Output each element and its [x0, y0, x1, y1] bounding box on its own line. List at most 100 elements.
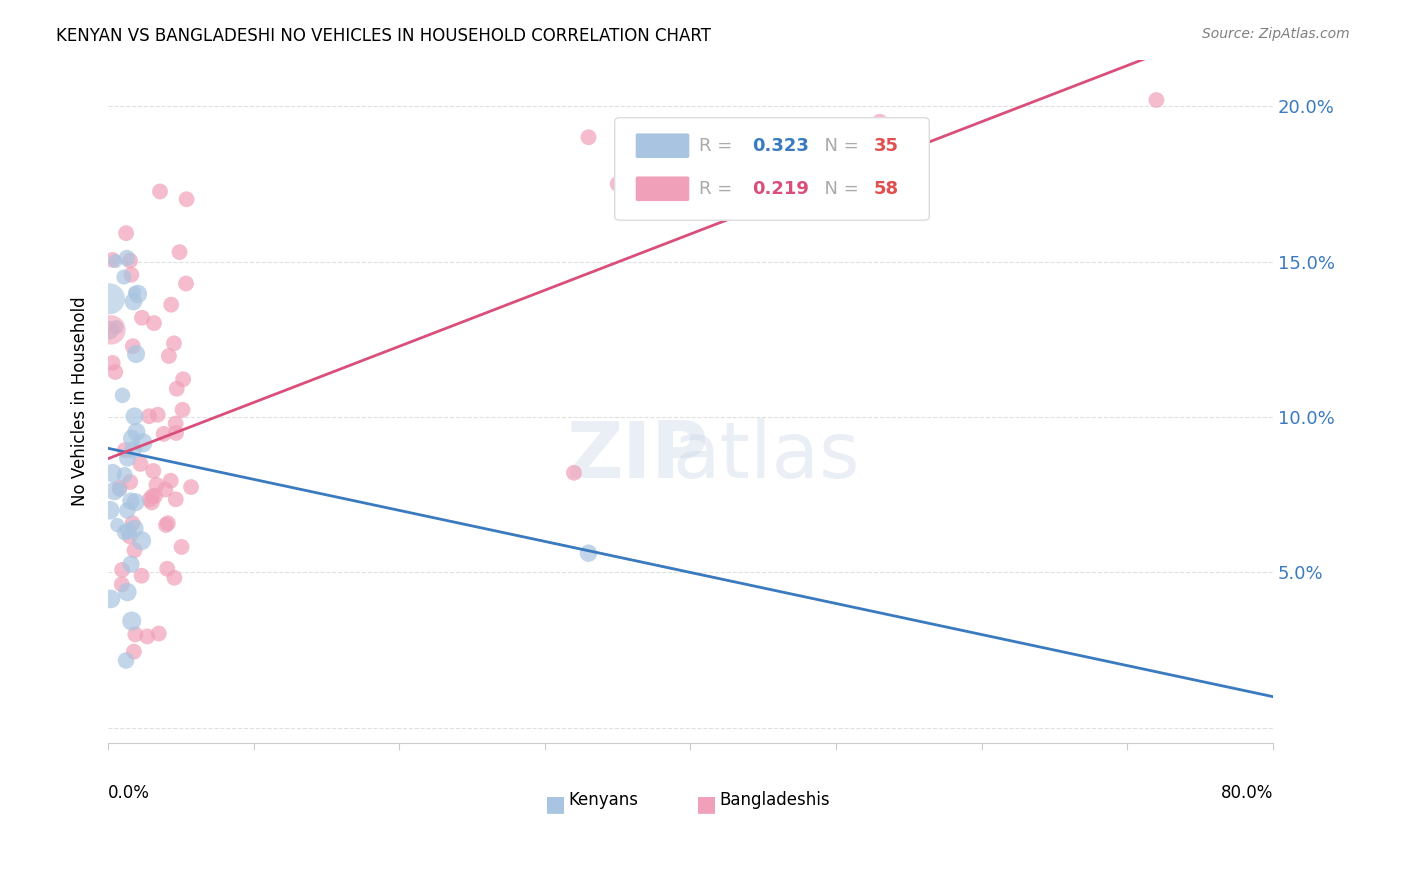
Point [122, 442, 145, 457]
Point [118, 529, 141, 543]
Point [145, 477, 167, 491]
Point [120, 268, 142, 282]
Point [869, 114, 891, 128]
Point [148, 626, 170, 640]
Point [562, 466, 585, 480]
Point [176, 192, 198, 206]
Point [180, 480, 202, 494]
Point [127, 287, 149, 301]
Point [124, 627, 146, 641]
Point [165, 417, 187, 431]
Text: Bangladeshis: Bangladeshis [720, 791, 830, 809]
Point [124, 543, 146, 558]
Point [141, 495, 163, 509]
Point [606, 177, 628, 191]
Point [111, 388, 134, 402]
Point [138, 492, 160, 507]
Text: Source: ZipAtlas.com: Source: ZipAtlas.com [1202, 27, 1350, 41]
Point [121, 339, 143, 353]
Point [1144, 93, 1167, 107]
Point [152, 426, 174, 441]
Point [120, 494, 142, 508]
Point [165, 425, 187, 440]
Point [172, 372, 194, 386]
Point [98, 323, 121, 337]
Point [163, 571, 186, 585]
Point [114, 467, 136, 482]
Point [141, 489, 163, 503]
Text: ■: ■ [696, 794, 717, 814]
Text: R =: R = [699, 136, 738, 154]
Point [101, 252, 124, 267]
Point [132, 435, 155, 450]
Point [111, 577, 134, 591]
Point [156, 516, 179, 531]
Point [117, 451, 139, 466]
Point [125, 425, 148, 439]
Point [146, 408, 169, 422]
Text: 35: 35 [873, 136, 898, 154]
Point [143, 316, 166, 330]
Point [101, 356, 124, 370]
Point [166, 382, 188, 396]
Point [172, 402, 194, 417]
Point [131, 533, 153, 548]
Point [112, 270, 135, 285]
Point [156, 562, 179, 576]
Point [163, 336, 186, 351]
Point [117, 585, 139, 599]
Point [104, 254, 127, 268]
Point [118, 253, 141, 268]
Point [157, 349, 180, 363]
Point [114, 443, 136, 458]
Point [578, 546, 600, 560]
Text: 80.0%: 80.0% [1220, 784, 1272, 802]
Point [122, 294, 145, 309]
Text: 58: 58 [873, 180, 898, 198]
Point [111, 563, 134, 577]
Point [104, 365, 127, 379]
Text: R =: R = [699, 180, 738, 198]
Point [117, 524, 139, 538]
Point [115, 251, 138, 265]
Point [105, 320, 128, 334]
Text: atlas: atlas [672, 418, 860, 494]
Point [100, 323, 122, 337]
Point [108, 481, 131, 495]
FancyBboxPatch shape [636, 134, 689, 158]
Point [121, 614, 143, 628]
Point [124, 285, 146, 300]
Point [170, 540, 193, 554]
Point [143, 489, 166, 503]
Text: ZIP: ZIP [567, 418, 709, 494]
Point [131, 310, 153, 325]
Point [124, 409, 146, 424]
Point [155, 483, 177, 497]
Point [136, 629, 159, 643]
Point [103, 483, 125, 498]
Point [105, 518, 128, 533]
Text: N =: N = [813, 136, 865, 154]
Point [159, 474, 181, 488]
Text: 0.0%: 0.0% [108, 784, 150, 802]
Point [108, 483, 131, 497]
Point [131, 568, 153, 582]
Point [174, 277, 197, 291]
Point [98, 292, 121, 306]
Text: 0.323: 0.323 [752, 136, 808, 154]
Point [120, 475, 142, 489]
Point [120, 558, 142, 572]
Point [122, 645, 145, 659]
Point [125, 347, 148, 361]
Point [121, 431, 143, 445]
Point [115, 226, 138, 240]
Point [165, 492, 187, 507]
Text: Kenyans: Kenyans [568, 791, 638, 809]
Point [138, 409, 160, 424]
Point [114, 525, 136, 540]
Point [115, 653, 138, 667]
Text: N =: N = [813, 180, 865, 198]
Point [578, 130, 600, 145]
Point [101, 466, 124, 480]
Point [155, 518, 177, 533]
